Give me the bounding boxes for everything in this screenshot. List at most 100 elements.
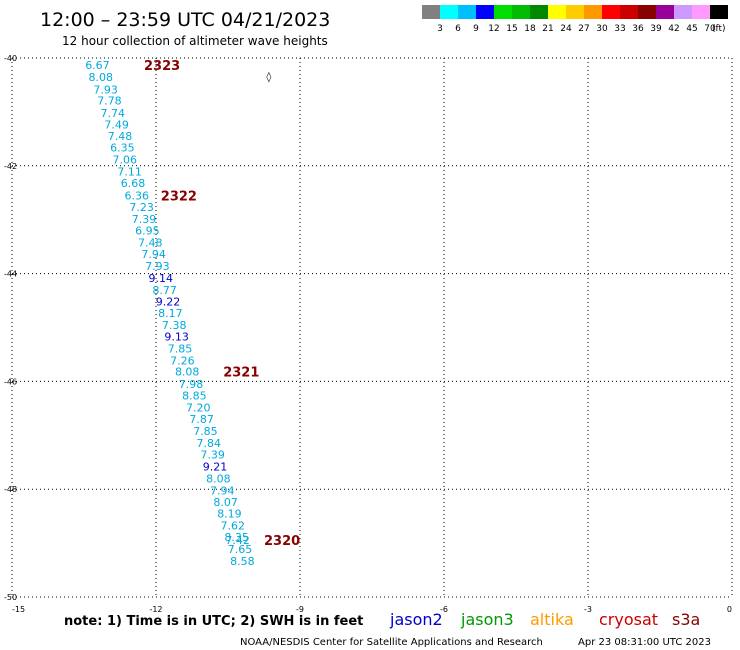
color-scale-label: 39 [650,24,662,34]
color-swatch [422,5,440,19]
color-swatch [440,5,458,19]
data-point-label: 7.84 [197,437,222,450]
color-swatch [638,5,656,19]
data-point-label: 7.39 [200,449,225,462]
data-point-label: 8.07 [213,496,238,509]
data-point-label: 7.42 [225,534,250,547]
data-point-label: 9.21 [203,461,228,474]
satellite-legend-item: jason2 [389,610,443,629]
grid [11,57,733,598]
satellite-legend: jason2 jason3 altika cryosat s3a [389,610,700,629]
data-point-label: 8.19 [217,507,242,520]
color-scale-label: 70 [704,24,716,34]
x-tick-label: -15 [12,605,25,614]
x-tick-label: -12 [149,605,162,614]
data-point-label: 6.35 [110,141,135,154]
color-scale-label: 36 [632,24,644,34]
data-point-label: 7.38 [162,319,187,332]
color-scale-unit: (ft) [712,24,726,34]
color-scale-label: 42 [668,24,679,34]
data-points: 6.678.087.937.787.747.497.486.357.067.11… [85,59,254,568]
data-point-label: 6.67 [85,59,110,72]
color-scale-label: 9 [473,24,479,34]
color-swatch [656,5,674,19]
x-tick-label: -3 [584,605,592,614]
data-point-label: 9.22 [156,296,181,309]
data-point-label: 7.49 [104,118,129,131]
data-point-label: 7.06 [113,153,138,166]
chart-title: 12:00 – 23:59 UTC 04/21/2023 [40,9,330,31]
color-swatch [602,5,620,19]
color-scale-label: 21 [542,24,553,34]
color-scale-label: 24 [560,24,572,34]
data-point-label: 7.74 [101,107,126,120]
x-tick-label: -9 [296,605,304,614]
data-point-label: 7.93 [145,260,170,273]
color-scale-label: 12 [488,24,499,34]
color-swatch [494,5,512,19]
x-tick-label: -6 [440,605,448,614]
color-scale-legend: 3 6 9 12 15 18 21 24 27 30 33 36 39 42 45 70 [422,5,728,34]
location-marker: ◊ [266,71,271,83]
data-point-label: 7.39 [132,213,157,226]
y-tick-label: -50 [4,593,17,602]
satellite-legend-item: s3a [672,610,700,629]
color-swatch [692,5,710,19]
color-scale-label: 18 [524,24,536,34]
color-scale-label: 6 [455,24,461,34]
footer-credit: NOAA/NESDIS Center for Satellite Applica… [240,637,543,648]
y-tick-label: -48 [4,485,17,494]
data-point-label: 8.58 [230,555,255,568]
x-tick-label: 0 [727,605,732,614]
time-label: 2322 [161,189,197,204]
color-swatch [530,5,548,19]
color-scale-label: 45 [686,24,697,34]
color-swatch [620,5,638,19]
color-scale-label: 3 [437,24,443,34]
data-point-label: 8.08 [175,366,200,379]
data-point-label: 7.48 [108,130,133,143]
time-labels: 2323 2322 2321 2320 [144,59,300,549]
color-scale-label: 27 [578,24,589,34]
color-scale-label: 33 [614,24,625,34]
data-point-label: 7.93 [93,83,118,96]
time-label: 2320 [264,534,300,549]
data-point-label: 6.95 [135,224,160,237]
color-swatch [674,5,692,19]
color-swatch [584,5,602,19]
data-point-label: 7.98 [179,378,204,391]
data-point-label: 8.85 [182,389,207,402]
data-point-label: 9.14 [149,272,174,285]
data-point-label: 6.36 [125,189,150,202]
data-point-label: 7.26 [170,354,195,367]
data-point-label: 7.87 [189,413,214,426]
data-point-label: 7.94 [210,484,235,497]
data-point-label: 8.08 [89,71,114,84]
data-point-label: 7.11 [117,166,142,179]
data-point-label: 6.68 [121,177,146,190]
data-point-label: 7.65 [228,543,253,556]
data-point-label: 7.94 [141,248,166,261]
color-swatch [548,5,566,19]
data-point-label: 7.78 [97,95,122,108]
data-point-label: 7.20 [186,401,211,414]
chart-note: note: 1) Time is in UTC; 2) SWH is in fe… [64,614,363,629]
axis-tick-labels: -40 -42 -44 -46 -48 -50 -15 -12 -9 -6 -3 0 [4,54,732,614]
color-swatch [512,5,530,19]
data-point-label: 8.77 [152,284,177,297]
y-tick-label: -40 [4,54,17,63]
data-point-label: 7.85 [193,425,218,438]
data-point-label: 8.08 [206,472,231,485]
y-tick-label: -46 [4,377,17,386]
footer-timestamp: Apr 23 08:31:00 UTC 2023 [578,637,711,648]
data-point-label: 8.17 [158,307,183,320]
color-swatch [476,5,494,19]
data-point-label: 7.62 [221,519,246,532]
satellite-legend-item: altika [530,610,574,629]
data-point-label: 8.35 [224,531,249,544]
color-swatch [710,5,728,19]
satellite-legend-item: cryosat [599,610,658,629]
y-tick-label: -42 [4,162,17,171]
color-swatch [566,5,584,19]
